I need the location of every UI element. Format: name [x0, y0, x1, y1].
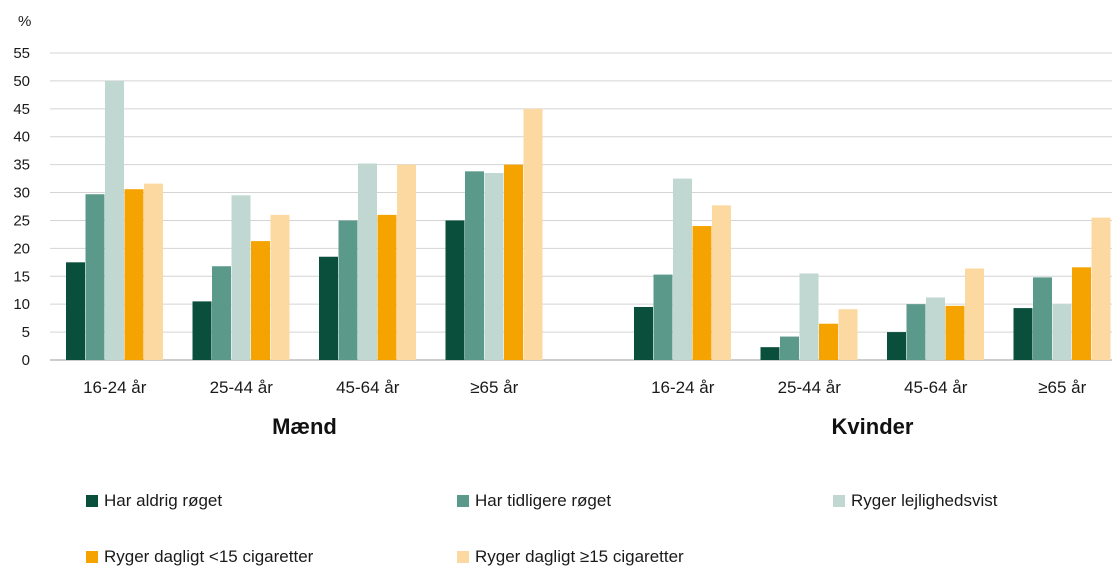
bar	[144, 183, 163, 360]
bar	[338, 220, 358, 360]
x-tick-label: ≥65 år	[470, 378, 518, 397]
x-tick-label: 16-24 år	[83, 378, 147, 397]
bar	[838, 309, 858, 360]
bar	[760, 347, 780, 360]
bar	[377, 214, 397, 360]
x-axis-labels: 16-24 år 25-44 år 45-64 år ≥65 år 16-24 år 25…	[83, 378, 1087, 397]
bar	[1072, 267, 1091, 360]
bar	[397, 164, 416, 360]
bar	[504, 164, 523, 360]
bar	[692, 226, 712, 360]
y-axis-ticks: 0 5 10 15 20 25 30 35 40 45 50 55	[13, 45, 30, 369]
bar	[445, 220, 465, 360]
bar	[465, 171, 484, 360]
y-tick-label: 5	[22, 324, 30, 341]
bar	[887, 332, 906, 360]
bar	[231, 195, 251, 360]
bar	[653, 274, 673, 360]
y-tick-label: 15	[13, 268, 30, 285]
bar	[945, 305, 965, 360]
bar	[124, 189, 144, 360]
bar	[484, 173, 504, 360]
x-tick-label: 25-44 år	[778, 378, 842, 397]
group-labels: Mænd Kvinder	[272, 414, 914, 439]
bar	[780, 336, 799, 360]
bar	[1091, 217, 1111, 360]
y-tick-label: 50	[13, 73, 30, 90]
y-tick-label: 0	[22, 352, 30, 369]
bar	[105, 80, 124, 360]
bar	[319, 256, 338, 360]
bars	[66, 80, 1111, 361]
x-tick-label: 16-24 år	[651, 378, 715, 397]
y-tick-label: 45	[13, 101, 30, 118]
y-tick-label: 30	[13, 185, 30, 202]
bar	[358, 163, 377, 360]
bar	[819, 323, 838, 360]
y-tick-label: 55	[13, 45, 30, 62]
y-tick-label: 35	[13, 157, 30, 174]
x-tick-label: 45-64 år	[336, 378, 400, 397]
y-tick-label: 10	[13, 296, 30, 313]
bar	[66, 262, 85, 360]
group-label: Kvinder	[832, 414, 914, 439]
x-tick-label: ≥65 år	[1038, 378, 1086, 397]
bar	[523, 108, 543, 361]
x-tick-label: 25-44 år	[210, 378, 274, 397]
bar	[965, 268, 984, 360]
y-axis-unit: %	[18, 13, 31, 30]
bar	[799, 273, 819, 360]
bar	[712, 205, 731, 360]
y-tick-label: 20	[13, 240, 30, 257]
bar	[251, 241, 270, 360]
bar	[1052, 304, 1072, 360]
bar	[192, 301, 212, 360]
y-tick-label: 40	[13, 129, 30, 146]
bar	[270, 214, 290, 360]
bar	[634, 306, 653, 360]
bar	[1013, 308, 1033, 360]
group-label: Mænd	[272, 414, 337, 439]
bar	[673, 178, 692, 360]
y-tick-label: 25	[13, 212, 30, 229]
x-tick-label: 45-64 år	[904, 378, 968, 397]
bar	[926, 297, 945, 360]
bar	[906, 304, 926, 360]
bar	[1033, 277, 1052, 360]
bar	[85, 194, 105, 360]
bar	[212, 266, 231, 360]
